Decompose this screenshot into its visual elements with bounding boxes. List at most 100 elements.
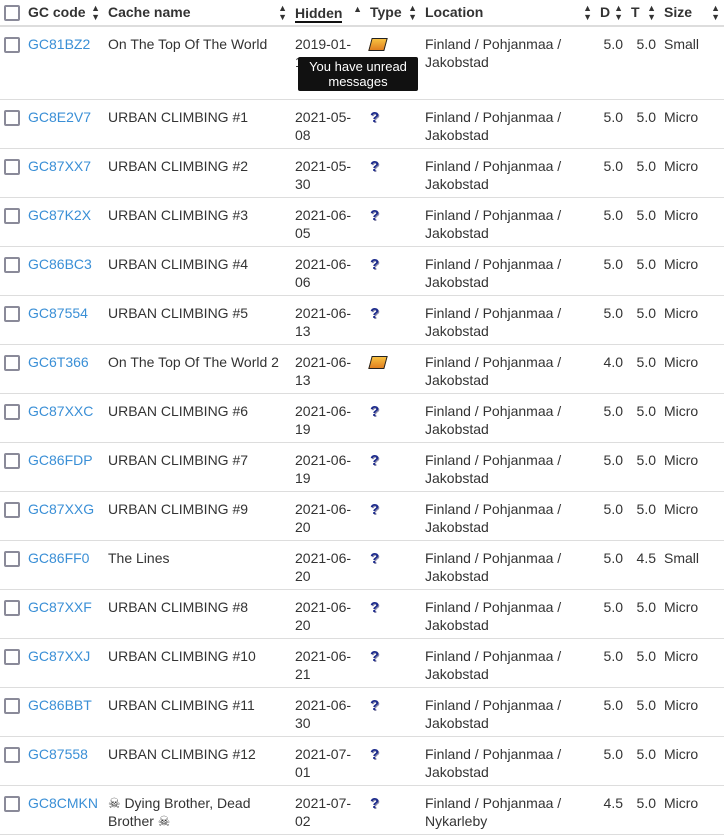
gc-code-link[interactable]: GC86FDP xyxy=(28,452,93,468)
header-location[interactable]: Location ▲ ▼ xyxy=(421,0,596,27)
select-all-checkbox[interactable] xyxy=(0,0,24,27)
size: Micro xyxy=(660,589,724,639)
size: Micro xyxy=(660,638,724,688)
sort-icon: ▲ ▼ xyxy=(583,2,592,22)
gc-code-link[interactable]: GC87K2X xyxy=(28,207,92,223)
mystery-cache-icon: ? xyxy=(370,207,380,224)
row-checkbox[interactable] xyxy=(4,453,20,469)
table-row: GC86FDP URBAN CLIMBING #7 2021-06-19 ? F… xyxy=(0,442,724,492)
size: Micro xyxy=(660,393,724,443)
hidden-date: 2021-06-20 xyxy=(291,540,366,590)
location: Finland / Pohjanmaa / Jakobstad xyxy=(421,26,596,100)
difficulty: 5.0 xyxy=(596,99,627,149)
table-row: GC87558 URBAN CLIMBING #12 2021-07-01 ? … xyxy=(0,736,724,786)
hidden-date: 2021-07-02 xyxy=(291,785,366,835)
table-row: GC87XXC URBAN CLIMBING #6 2021-06-19 ? F… xyxy=(0,393,724,443)
gc-code-link[interactable]: GC87XXJ xyxy=(28,648,91,664)
gc-code-link[interactable]: GC87XX7 xyxy=(28,158,92,174)
size: Micro xyxy=(660,295,724,345)
cache-name: URBAN CLIMBING #9 xyxy=(104,491,291,541)
size: Micro xyxy=(660,197,724,247)
header-gc-code[interactable]: GC code ▲ ▼ xyxy=(24,0,104,27)
row-checkbox[interactable] xyxy=(4,747,20,763)
difficulty: 5.0 xyxy=(596,589,627,639)
unread-messages-tooltip: You have unread messages xyxy=(298,57,418,91)
cache-name: URBAN CLIMBING #8 xyxy=(104,589,291,639)
table-row: GC86FF0 The Lines 2021-06-20 ? Finland /… xyxy=(0,540,724,590)
gc-code-link[interactable]: GC87XXG xyxy=(28,501,95,517)
gc-code-link[interactable]: GC6T366 xyxy=(28,354,89,370)
hidden-date: 2021-06-19 xyxy=(291,393,366,443)
row-checkbox[interactable] xyxy=(4,698,20,714)
sort-icon: ▲ ▼ xyxy=(91,2,100,22)
cache-name: URBAN CLIMBING #7 xyxy=(104,442,291,492)
row-checkbox[interactable] xyxy=(4,355,20,371)
location: Finland / Pohjanmaa / Jakobstad xyxy=(421,540,596,590)
mystery-cache-icon: ? xyxy=(370,746,380,763)
gc-code-link[interactable]: GC86BC3 xyxy=(28,256,92,272)
terrain: 5.0 xyxy=(627,393,660,443)
row-checkbox[interactable] xyxy=(4,110,20,126)
gc-code-link[interactable]: GC81BZ2 xyxy=(28,36,91,52)
row-checkbox[interactable] xyxy=(4,600,20,616)
gc-code-link[interactable]: GC86BBT xyxy=(28,697,92,713)
gc-code-link[interactable]: GC86FF0 xyxy=(28,550,90,566)
location: Finland / Pohjanmaa / Jakobstad xyxy=(421,393,596,443)
gc-code-link[interactable]: GC87558 xyxy=(28,746,88,762)
gc-code-link[interactable]: GC8CMKN xyxy=(28,795,99,811)
gc-code-link[interactable]: GC87554 xyxy=(28,305,88,321)
sort-icon: ▲ ▼ xyxy=(614,2,623,22)
header-terrain[interactable]: T ▲ ▼ xyxy=(627,0,660,27)
terrain: 5.0 xyxy=(627,26,660,100)
difficulty: 5.0 xyxy=(596,442,627,492)
terrain: 5.0 xyxy=(627,491,660,541)
size: Micro xyxy=(660,442,724,492)
location: Finland / Pohjanmaa / Jakobstad xyxy=(421,589,596,639)
row-checkbox[interactable] xyxy=(4,502,20,518)
hidden-date: 2021-06-05 xyxy=(291,197,366,247)
table-row: GC6T366 On The Top Of The World 2 2021-0… xyxy=(0,344,724,394)
location: Finland / Pohjanmaa / Jakobstad xyxy=(421,344,596,394)
location: Finland / Pohjanmaa / Jakobstad xyxy=(421,246,596,296)
difficulty: 4.0 xyxy=(596,344,627,394)
sort-icon: ▲ ▼ xyxy=(408,2,417,22)
header-type[interactable]: Type ▲ ▼ xyxy=(366,0,421,27)
row-checkbox[interactable] xyxy=(4,257,20,273)
gc-code-link[interactable]: GC8E2V7 xyxy=(28,109,92,125)
header-difficulty[interactable]: D ▲ ▼ xyxy=(596,0,627,27)
terrain: 5.0 xyxy=(627,197,660,247)
terrain: 5.0 xyxy=(627,589,660,639)
hidden-date: 2021-06-13 xyxy=(291,295,366,345)
header-size[interactable]: Size ▲ ▼ xyxy=(660,0,724,27)
difficulty: 5.0 xyxy=(596,393,627,443)
mystery-cache-icon: ? xyxy=(370,599,380,616)
row-checkbox[interactable] xyxy=(4,159,20,175)
row-checkbox[interactable] xyxy=(4,208,20,224)
table-row: GC8CMKN ☠ Dying Brother, Dead Brother ☠ … xyxy=(0,785,724,835)
hidden-date: 2021-05-30 xyxy=(291,148,366,198)
row-checkbox[interactable] xyxy=(4,37,20,53)
cache-name: ☠ Dying Brother, Dead Brother ☠ xyxy=(104,785,291,835)
row-checkbox[interactable] xyxy=(4,796,20,812)
terrain: 5.0 xyxy=(627,246,660,296)
header-cache-name[interactable]: Cache name ▲ ▼ xyxy=(104,0,291,27)
table-row: GC87XX7 URBAN CLIMBING #2 2021-05-30 ? F… xyxy=(0,148,724,198)
table-row: GC87XXG URBAN CLIMBING #9 2021-06-20 ? F… xyxy=(0,491,724,541)
cache-name: URBAN CLIMBING #6 xyxy=(104,393,291,443)
row-checkbox[interactable] xyxy=(4,404,20,420)
terrain: 5.0 xyxy=(627,442,660,492)
row-checkbox[interactable] xyxy=(4,306,20,322)
hidden-date: 2021-06-06 xyxy=(291,246,366,296)
location: Finland / Pohjanmaa / Jakobstad xyxy=(421,442,596,492)
row-checkbox[interactable] xyxy=(4,649,20,665)
header-hidden[interactable]: Hidden ▲ xyxy=(291,0,366,27)
cache-name: URBAN CLIMBING #10 xyxy=(104,638,291,688)
gc-code-link[interactable]: GC87XXF xyxy=(28,599,92,615)
mystery-cache-icon: ? xyxy=(370,795,380,812)
table-row: GC8E2V7 URBAN CLIMBING #1 2021-05-08 ? F… xyxy=(0,99,724,149)
row-checkbox[interactable] xyxy=(4,551,20,567)
gc-code-link[interactable]: GC87XXC xyxy=(28,403,94,419)
difficulty: 5.0 xyxy=(596,638,627,688)
terrain: 5.0 xyxy=(627,295,660,345)
difficulty: 5.0 xyxy=(596,148,627,198)
